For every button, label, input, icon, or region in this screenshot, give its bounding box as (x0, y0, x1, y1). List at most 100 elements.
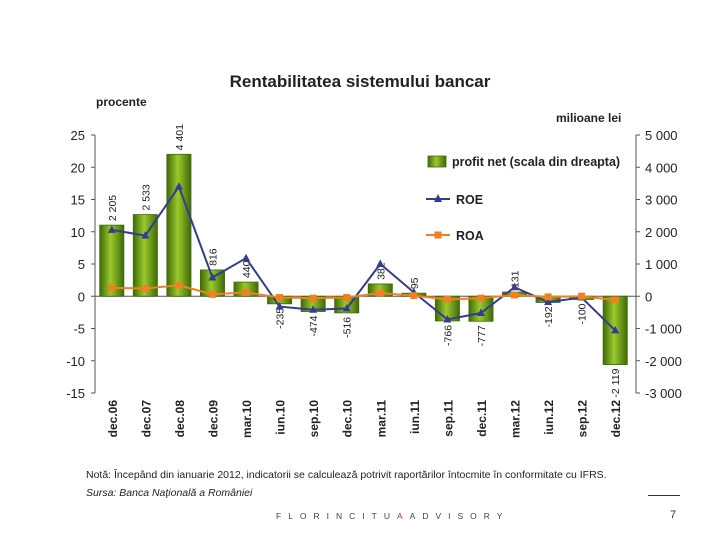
chart-title: Rentabilitatea sistemului bancar (229, 72, 491, 91)
category-label: dec.11 (475, 400, 489, 437)
roe-point (174, 182, 183, 190)
legend-marker-roe (434, 194, 442, 202)
roa-point (376, 289, 384, 297)
page-number: 7 (670, 509, 677, 521)
left-tick-label: -10 (66, 354, 85, 369)
chart-source: Sursa: Banca Naţională a României (86, 487, 253, 499)
right-tick-label: 3 000 (645, 193, 678, 208)
roe-point (443, 314, 452, 323)
category-label: iun.11 (408, 400, 422, 434)
brand-suffix: ADVISORY (409, 511, 510, 521)
legend-label-roe: ROE (456, 193, 483, 207)
roa-point (343, 294, 351, 302)
line-roa (111, 284, 616, 302)
bar-profit-net (132, 214, 158, 297)
roa-point (578, 292, 586, 300)
roe-point (611, 325, 620, 334)
left-tick-label: 5 (78, 257, 85, 272)
bar-value-label: -2 119 (610, 368, 622, 397)
right-tick-label: 0 (645, 289, 652, 304)
left-axis-unit: procente (96, 95, 147, 109)
roe-point (309, 305, 318, 313)
category-label: mar.12 (509, 400, 523, 438)
bar-value-label: 4 401 (174, 124, 186, 150)
legend-label-profit: profit net (scala din dreapta) (452, 155, 620, 169)
brand-footer: FLORINCITUAADVISORY (276, 511, 509, 521)
roa-point (208, 290, 216, 298)
roa-point (410, 292, 418, 300)
left-tick-label: -15 (66, 386, 85, 401)
roe-point (208, 273, 217, 281)
roa-point (141, 285, 149, 293)
bar-value-label: -100 (577, 303, 589, 324)
right-tick-label: 4 000 (645, 160, 678, 175)
bar-value-label: -192 (543, 306, 555, 327)
category-label: mar.11 (374, 400, 388, 438)
roe-point (242, 253, 251, 262)
legend-marker-roa (434, 231, 442, 239)
roa-point (611, 296, 619, 304)
brand-prefix: FLORINCITU (276, 511, 397, 521)
bar-value-label: 2 205 (107, 195, 119, 221)
roa-point (511, 291, 519, 299)
roe-point (141, 231, 150, 239)
category-label: sep.11 (441, 400, 455, 437)
legend-swatch-profit (427, 155, 447, 168)
bar-profit-net (166, 153, 192, 297)
bar-value-label: -516 (342, 317, 354, 338)
right-tick-label: -2 000 (645, 354, 682, 369)
left-tick-label: 0 (78, 289, 85, 304)
footer-rule (648, 495, 680, 496)
category-label: dec.12 (609, 400, 623, 438)
right-tick-label: 5 000 (645, 128, 678, 143)
bar-value-label: 816 (207, 248, 219, 266)
bar-value-label: -766 (442, 325, 454, 346)
right-tick-label: -1 000 (645, 322, 682, 337)
left-tick-label: -5 (73, 322, 85, 337)
legend-label-roa: ROA (456, 229, 484, 243)
left-tick-label: 25 (71, 128, 85, 143)
right-tick-label: -3 000 (645, 386, 682, 401)
left-tick-label: 20 (71, 160, 85, 175)
category-label: dec.06 (106, 400, 120, 438)
roa-point (544, 293, 552, 301)
bar-value-label: -777 (476, 325, 488, 346)
bar-value-label: -235 (275, 308, 287, 329)
roa-point (108, 284, 116, 292)
left-tick-label: 15 (71, 193, 85, 208)
bar-value-label: 95 (409, 277, 421, 289)
roa-point (443, 295, 451, 303)
brand-separator: A (397, 511, 410, 521)
category-label: iun.12 (542, 400, 556, 435)
roe-point (107, 225, 116, 233)
roa-point (175, 281, 183, 289)
category-label: dec.09 (206, 400, 220, 438)
roa-point (309, 294, 317, 302)
roe-point (275, 302, 284, 310)
bar-value-label: 2 533 (140, 184, 152, 210)
bar-value-label: -474 (308, 315, 320, 336)
roe-point (342, 304, 351, 312)
category-label: sep.12 (576, 400, 590, 438)
roa-point (477, 294, 485, 302)
category-label: dec.08 (173, 400, 187, 438)
roe-point (376, 259, 385, 267)
category-label: mar.10 (240, 400, 254, 438)
left-tick-label: 10 (71, 225, 85, 240)
bar-value-label: 131 (510, 270, 522, 288)
roe-point (544, 297, 553, 306)
category-label: sep.10 (307, 400, 321, 438)
chart-note: Notă: Începând din ianuarie 2012, indica… (86, 469, 607, 481)
right-axis-unit: milioane lei (556, 111, 622, 125)
bar-value-label: 440 (241, 260, 253, 278)
right-tick-label: 1 000 (645, 257, 678, 272)
line-roe (111, 184, 616, 332)
roe-point (510, 282, 519, 291)
category-label: dec.07 (139, 400, 153, 438)
category-label: dec.10 (341, 400, 355, 438)
roa-point (242, 288, 250, 296)
right-tick-label: 2 000 (645, 225, 678, 240)
roa-point (276, 294, 284, 302)
roe-point (476, 308, 485, 317)
